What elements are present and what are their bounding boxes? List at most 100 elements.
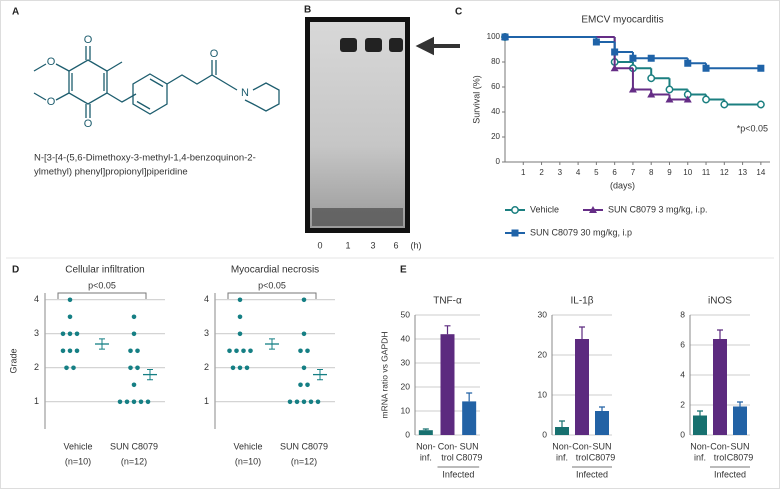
x-tick-label: Non- <box>552 441 572 451</box>
marker <box>592 38 600 46</box>
legend-label: SUN C8079 30 mg/kg, i.p <box>530 227 632 237</box>
annotation: p<0.05 <box>258 280 286 290</box>
x-tick-label: Vehicle <box>233 441 262 451</box>
error-bar <box>599 406 605 411</box>
y-tick-label: 60 <box>491 82 500 91</box>
marker <box>665 95 674 103</box>
y-tick-label: 0 <box>542 429 547 439</box>
annotation: *p<0.05 <box>737 123 768 133</box>
x-tick-label: 2 <box>539 168 544 177</box>
dot <box>67 297 73 303</box>
y-tick-label: 0 <box>680 429 685 439</box>
group-label: Infected <box>714 469 746 479</box>
marker <box>647 54 655 62</box>
dot <box>305 348 310 354</box>
error-bar <box>579 326 585 339</box>
x-tick-label: 11 <box>702 168 711 177</box>
y-tick-label: 50 <box>401 309 411 319</box>
x-tick-label: trol <box>441 452 454 462</box>
x-tick-label: 8 <box>649 168 654 177</box>
x-tick-label: SUN <box>730 441 749 451</box>
x-tick-label: inf. <box>556 452 568 462</box>
error-bar <box>99 338 105 350</box>
compound-name: N-[3-[4-(5,6-Dimethoxy-3-methyl-1,4-benz… <box>34 153 256 164</box>
dot <box>64 365 69 371</box>
error-bar <box>737 401 743 407</box>
marker <box>629 54 637 62</box>
dot <box>131 314 137 320</box>
x-tick-label: Con- <box>710 441 730 451</box>
y-axis-label: Survival (%) <box>471 75 481 124</box>
marker <box>628 85 637 93</box>
dot <box>294 399 300 405</box>
x-tick-label: 13 <box>738 168 747 177</box>
x-tick-label: inf. <box>420 452 432 462</box>
y-tick-label: 4 <box>34 294 39 304</box>
x-tick-label: 7 <box>631 168 636 177</box>
dot <box>71 365 76 371</box>
dot <box>298 382 303 388</box>
bar <box>555 427 569 435</box>
dot <box>248 348 253 354</box>
dot <box>128 348 133 354</box>
x-tick-label: 1 <box>521 168 526 177</box>
chart-title: Cellular infiltration <box>65 265 144 276</box>
dot <box>131 399 137 405</box>
y-tick-label: 4 <box>204 294 209 304</box>
chart-title: Myocardial necrosis <box>231 265 319 276</box>
bar <box>462 401 477 435</box>
y-tick-label: 40 <box>401 333 411 343</box>
y-tick-label: 2 <box>34 362 39 372</box>
panel-label: D <box>12 265 19 276</box>
legend-label: Vehicle <box>530 204 559 214</box>
dot <box>135 348 140 354</box>
dot <box>237 365 243 371</box>
dot <box>301 297 307 303</box>
x-tick-sublabel: (n=10) <box>65 456 91 466</box>
legend-marker <box>511 206 519 214</box>
x-tick-label: 10 <box>683 168 692 177</box>
x-tick-sublabel: (n=10) <box>235 456 261 466</box>
lane-label: 3 <box>370 240 375 250</box>
x-tick-label: Vehicle <box>63 441 92 451</box>
y-axis-label: mRNA ratio vs GAPDH <box>379 332 389 419</box>
dot <box>301 331 307 337</box>
lane-label: 6 <box>393 240 398 250</box>
y-tick-label: 3 <box>34 328 39 338</box>
dot <box>128 365 133 371</box>
dot <box>315 399 321 405</box>
y-tick-label: 1 <box>34 396 39 406</box>
dot <box>237 331 243 337</box>
y-tick-label: 30 <box>538 309 548 319</box>
panel-label: A <box>12 7 19 18</box>
y-tick-label: 100 <box>487 32 501 41</box>
bar <box>733 406 747 435</box>
x-tick-label: 9 <box>667 168 672 177</box>
marker <box>683 95 692 103</box>
error-bar <box>422 428 429 431</box>
x-tick-sublabel: (n=12) <box>121 456 147 466</box>
lane-unit: (h) <box>411 240 422 250</box>
x-tick-label: 6 <box>612 168 617 177</box>
gel-image <box>305 17 460 233</box>
lane-label: 1 <box>345 240 350 250</box>
chart-title: EMCV myocarditis <box>581 15 663 26</box>
x-tick-label: C8079 <box>589 452 616 462</box>
bar <box>440 334 455 435</box>
y-tick-label: 20 <box>538 349 548 359</box>
group-label: Infected <box>442 469 474 479</box>
lane-label: 0 <box>317 240 322 250</box>
dot <box>67 348 73 354</box>
dot <box>67 331 73 337</box>
dot <box>308 399 314 405</box>
atom: O <box>84 34 93 46</box>
legend-marker <box>589 206 597 213</box>
panel-label: C <box>455 7 462 18</box>
marker <box>501 33 509 41</box>
atom: O <box>210 48 219 60</box>
x-tick-label: 12 <box>720 168 729 177</box>
dot <box>241 348 246 354</box>
atom: O <box>47 56 56 68</box>
error-bar <box>466 392 473 402</box>
x-tick-label: Non- <box>690 441 710 451</box>
